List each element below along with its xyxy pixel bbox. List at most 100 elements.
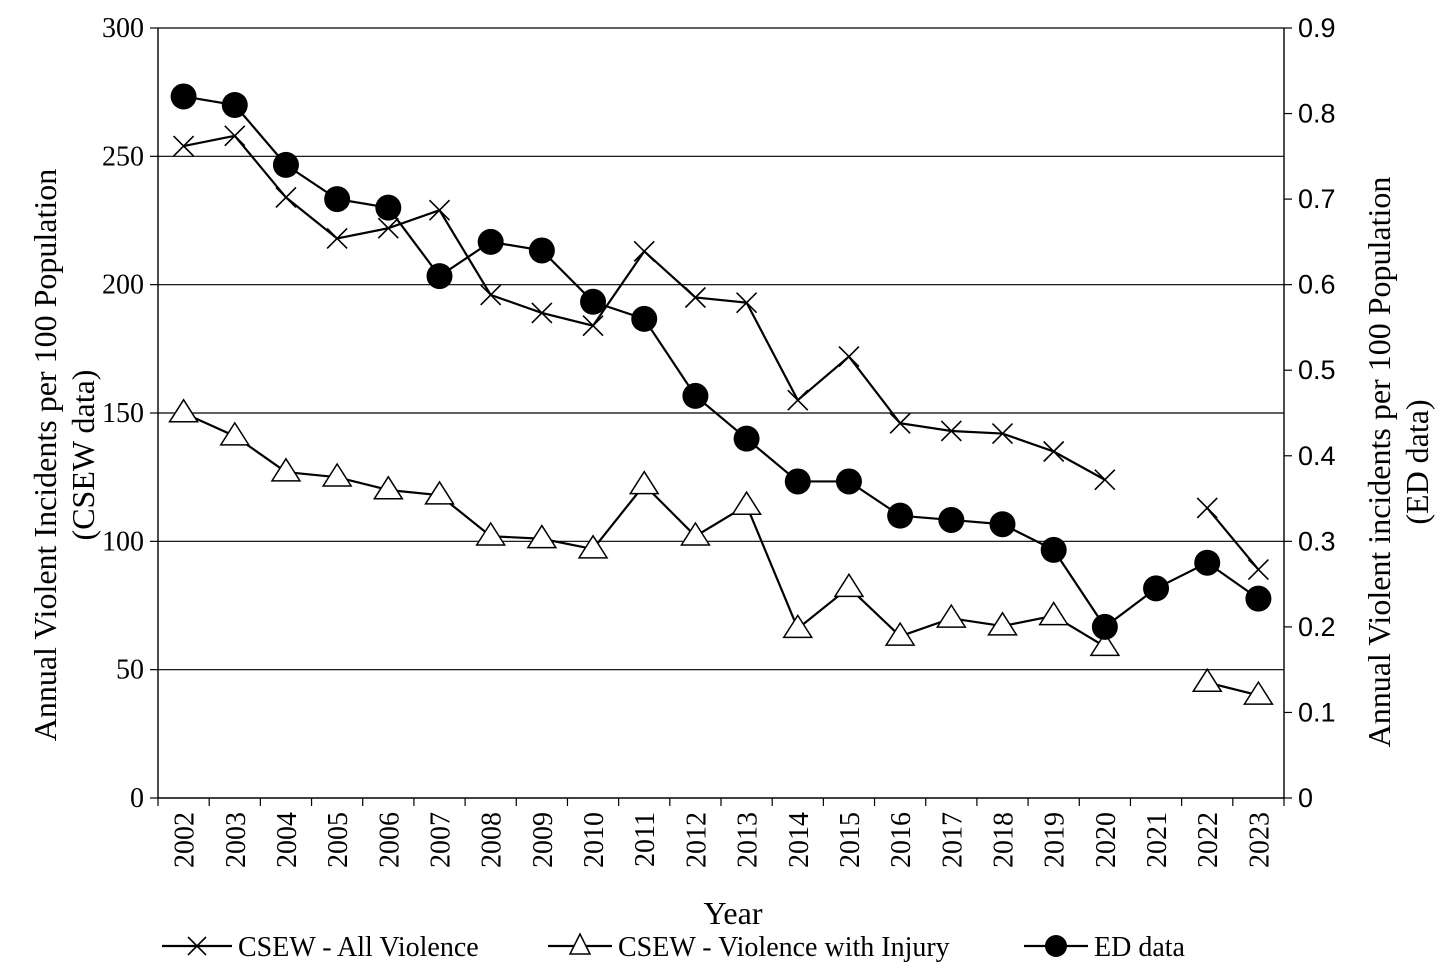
right-axis-ticks: 0 0.1 0.2 0.3 0.4 0.5 0.6 0.7 0.8 0.9 — [1284, 13, 1336, 813]
x-tick-label-2004: 2004 — [272, 812, 303, 868]
series-1-point-2002 — [168, 398, 199, 423]
left-axis-ticks: 0 50 100 150 200 250 300 — [102, 13, 158, 814]
series-0-point-2002 — [173, 135, 195, 157]
series — [168, 83, 1274, 705]
x-axis-title: Year — [704, 895, 763, 931]
x-tick-label-2009: 2009 — [528, 812, 559, 868]
series-2-point-2018 — [989, 511, 1016, 538]
series-0-point-2012 — [684, 286, 706, 309]
left-axis-title-line2: (CSEW data) — [65, 370, 101, 541]
series-0-point-2010 — [582, 315, 604, 337]
series-0 — [173, 125, 1269, 581]
series-0-point-2020 — [1094, 469, 1116, 491]
right-tick-label-0.6: 0.6 — [1298, 270, 1336, 300]
series-1-point-2011 — [628, 470, 660, 495]
series-0-point-2023 — [1247, 559, 1269, 581]
x-tick-label-2006: 2006 — [374, 812, 405, 868]
left-axis-title-line1: Annual Violent Incidents per 100 Populat… — [27, 169, 63, 742]
series-0-point-2022 — [1196, 497, 1218, 519]
x-tick-label-2002: 2002 — [170, 812, 201, 868]
right-tick-label-0.1: 0.1 — [1298, 697, 1336, 727]
series-2-point-2020 — [1091, 613, 1118, 640]
series-1-point-2007 — [424, 480, 455, 505]
series-0-point-2006 — [377, 217, 399, 239]
series-0-point-2014 — [787, 389, 809, 411]
x-tick-label-2010: 2010 — [579, 812, 610, 868]
series-0-point-2019 — [1043, 440, 1065, 463]
legend-marker-1 — [568, 932, 592, 955]
series-1-point-2015 — [833, 572, 865, 598]
x-tick-label-2011: 2011 — [630, 812, 661, 867]
series-2-point-2010 — [580, 288, 607, 315]
series-0-point-2016 — [889, 412, 911, 434]
x-tick-label-2013: 2013 — [733, 812, 764, 868]
legend-label-0: CSEW - All Violence — [238, 932, 479, 963]
x-tick-label-2022: 2022 — [1193, 812, 1224, 868]
left-tick-label-100: 100 — [102, 526, 144, 557]
x-axis-ticks: 2002 2003 2004 2005 2006 2007 2008 2009 2010 2011… — [157, 798, 1285, 868]
series-0-point-2003 — [224, 125, 246, 147]
series-0-point-2018 — [991, 422, 1014, 445]
series-1-point-2009 — [526, 524, 558, 549]
series-2-point-2015 — [835, 468, 862, 495]
legend-label-1: CSEW - Violence with Injury — [618, 932, 950, 963]
series-2-point-2013 — [733, 425, 760, 452]
series-1-line-0 — [183, 411, 1106, 648]
series-0-point-2011 — [633, 240, 655, 262]
right-axis-title: Annual Violent incidents per 100 Populat… — [1361, 177, 1435, 748]
x-tick-label-2015: 2015 — [835, 812, 866, 868]
legend-marker-2 — [1045, 935, 1067, 957]
series-0-point-2009 — [531, 302, 553, 324]
x-tick-label-2023: 2023 — [1244, 812, 1275, 868]
right-axis-title-line2: (ED data) — [1399, 399, 1435, 524]
series-2-point-2008 — [477, 228, 504, 255]
left-tick-label-200: 200 — [102, 270, 144, 301]
legend-item-1: CSEW - Violence with Injury — [548, 932, 950, 963]
gridlines — [158, 27, 1284, 671]
x-tick-label-2007: 2007 — [426, 812, 457, 868]
x-tick-label-2014: 2014 — [784, 812, 815, 868]
series-1-point-2018 — [987, 611, 1018, 636]
left-tick-label-50: 50 — [116, 655, 144, 686]
legend-item-0: CSEW - All Violence — [162, 932, 479, 963]
series-1-point-2020 — [1089, 631, 1121, 657]
series-0-point-2013 — [736, 292, 758, 314]
right-tick-label-0.7: 0.7 — [1298, 184, 1336, 214]
x-tick-label-2008: 2008 — [477, 812, 508, 868]
series-1-point-2003 — [219, 421, 251, 446]
series-2-point-2007 — [426, 263, 453, 290]
legend: CSEW - All Violence CSEW - Violence with … — [162, 932, 1186, 963]
left-tick-label-250: 250 — [102, 141, 144, 172]
series-2-point-2023 — [1245, 585, 1272, 612]
legend-label-2: ED data — [1094, 932, 1186, 963]
series-2-point-2005 — [324, 186, 351, 213]
series-2-point-2019 — [1040, 536, 1067, 563]
series-0-point-2005 — [326, 227, 348, 250]
series-2-point-2022 — [1194, 549, 1221, 576]
series-0-line-1 — [1206, 507, 1260, 571]
x-tick-label-2016: 2016 — [886, 812, 917, 868]
series-0-point-2017 — [940, 420, 962, 442]
series-1-point-2014 — [782, 614, 814, 639]
left-axis-title: Annual Violent Incidents per 100 Populat… — [27, 169, 101, 742]
x-tick-label-2012: 2012 — [681, 812, 712, 868]
series-2-point-2004 — [272, 151, 299, 178]
right-tick-label-0.8: 0.8 — [1298, 99, 1336, 129]
x-tick-label-2005: 2005 — [323, 812, 354, 868]
x-tick-label-2019: 2019 — [1040, 812, 1071, 868]
series-0-point-2008 — [480, 284, 502, 306]
series-2-point-2002 — [170, 83, 197, 110]
x-tick-label-2021: 2021 — [1142, 812, 1173, 868]
series-0-point-2015 — [838, 345, 860, 368]
series-1-point-2010 — [577, 534, 609, 559]
right-tick-label-0.5: 0.5 — [1298, 355, 1336, 385]
series-2-point-2014 — [784, 468, 811, 495]
x-tick-label-2020: 2020 — [1091, 812, 1122, 868]
series-1-point-2019 — [1038, 601, 1070, 626]
x-tick-label-2018: 2018 — [989, 812, 1020, 868]
left-tick-label-0: 0 — [130, 783, 144, 814]
right-tick-label-0.4: 0.4 — [1298, 441, 1336, 471]
series-2-point-2003 — [221, 92, 248, 118]
series-2-point-2006 — [375, 194, 402, 221]
series-1-point-2008 — [475, 521, 507, 546]
